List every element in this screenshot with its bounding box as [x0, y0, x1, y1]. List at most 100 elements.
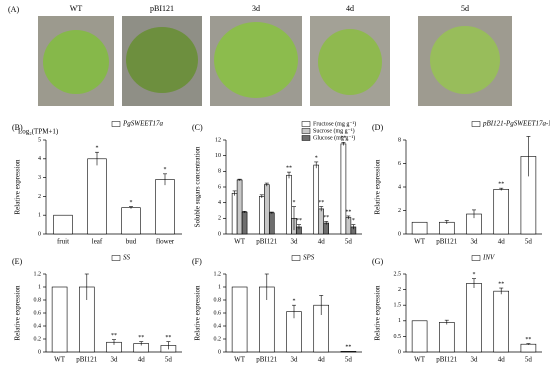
bar [259, 196, 265, 235]
y-tick-label: 2 [398, 287, 401, 293]
y-tick-label: 0 [398, 349, 401, 355]
legend-swatch [471, 255, 481, 261]
legend-label: Fructose (mg g⁻¹) [313, 120, 356, 127]
x-tick-label: WT [414, 356, 426, 364]
significance: * [473, 272, 476, 278]
legend-swatch [111, 255, 121, 261]
y-tick-label: 2 [38, 194, 41, 200]
y-tick-label: 0.4 [214, 323, 222, 329]
panel-label: (F) [192, 257, 202, 266]
y-tick-label: 5 [38, 137, 41, 143]
photo-label: 4d [346, 4, 354, 13]
legend-swatch [301, 121, 311, 127]
x-tick-label: 4d [318, 238, 326, 246]
bar [53, 214, 73, 235]
x-tick-label: 4d [138, 356, 146, 364]
x-tick-label: pBI121 [76, 356, 98, 364]
significance: * [293, 299, 296, 305]
significance: * [96, 146, 99, 152]
y-tick-label: 3 [38, 175, 41, 181]
bar [439, 322, 455, 353]
legend-swatch [301, 128, 311, 134]
y-tick-label: 6 [218, 184, 221, 190]
significance: ** [296, 218, 302, 224]
legend-label: pBI121-PgSWEET17a-Nb [482, 120, 550, 128]
x-tick-label: 4d [498, 238, 506, 246]
legend-swatch [111, 121, 121, 127]
photo [418, 16, 512, 106]
significance: ** [498, 182, 504, 188]
y-axis-label: Relative expression [374, 159, 382, 215]
bar [411, 221, 428, 235]
bar [340, 351, 357, 353]
photo [310, 16, 390, 106]
legend-swatch [291, 255, 301, 261]
y-axis-label: Log₂(TPM+1) [18, 128, 59, 136]
bar [345, 217, 352, 235]
y-tick-label: 0 [218, 231, 221, 237]
y-tick-label: 0.8 [34, 297, 42, 303]
panel-label: (E) [12, 257, 23, 266]
significance: ** [345, 209, 351, 215]
x-tick-label: 3d [111, 356, 119, 364]
bar [231, 286, 248, 353]
panel-label: (A) [8, 5, 19, 14]
x-tick-label: WT [54, 356, 66, 364]
y-axis-label: Relative expression [14, 285, 22, 341]
y-axis-label: Relative expression [374, 285, 382, 341]
bar [411, 320, 428, 353]
leaf [126, 27, 198, 93]
panel-label: (C) [192, 123, 203, 132]
x-tick-label: leaf [92, 238, 103, 246]
significance: ** [318, 200, 324, 206]
bar [236, 179, 243, 235]
y-tick-label: 8 [218, 169, 221, 175]
legend-swatch [301, 135, 311, 141]
panel-label: (B) [12, 123, 23, 132]
significance: * [164, 167, 167, 173]
bar [87, 158, 107, 235]
y-tick-label: 0.2 [34, 336, 42, 342]
y-tick-label: 0.6 [214, 310, 222, 316]
bar [493, 290, 509, 353]
leaf [43, 30, 109, 94]
y-tick-label: 1.2 [34, 271, 42, 277]
y-tick-label: 1 [38, 284, 41, 290]
x-tick-label: WT [234, 356, 246, 364]
significance: ** [323, 215, 329, 221]
x-tick-label: pBI121 [436, 356, 458, 364]
y-tick-label: 10 [215, 153, 221, 159]
bar [493, 189, 509, 235]
x-tick-label: 5d [345, 356, 353, 364]
x-tick-label: 3d [291, 356, 299, 364]
photo-label: WT [70, 4, 83, 13]
bar [340, 143, 347, 235]
significance: ** [498, 281, 504, 287]
y-axis-label: Relative expression [194, 285, 202, 341]
y-tick-label: 1.5 [394, 303, 402, 309]
x-tick-label: 4d [498, 356, 506, 364]
significance: ** [286, 165, 292, 171]
x-tick-label: 5d [165, 356, 173, 364]
leaf [214, 22, 298, 98]
bar [520, 343, 537, 353]
photo [38, 16, 114, 106]
y-tick-label: 8 [398, 137, 401, 143]
y-tick-label: 0.8 [214, 297, 222, 303]
bar [51, 286, 68, 353]
x-tick-label: 5d [525, 238, 533, 246]
y-axis-label: Soluble sugars concentration [194, 146, 202, 227]
y-tick-label: 2 [398, 208, 401, 214]
legend-swatch [471, 121, 481, 127]
bar [264, 184, 270, 235]
y-tick-label: 12 [215, 137, 221, 143]
significance: * [352, 218, 355, 224]
y-tick-label: 4 [218, 200, 221, 206]
bar [268, 212, 275, 235]
bar [466, 283, 482, 353]
photo-label: pBI121 [150, 4, 174, 13]
x-tick-label: bud [126, 238, 137, 246]
y-tick-label: 0.4 [34, 323, 42, 329]
legend-label: Sucrose (mg g⁻¹) [313, 127, 355, 134]
